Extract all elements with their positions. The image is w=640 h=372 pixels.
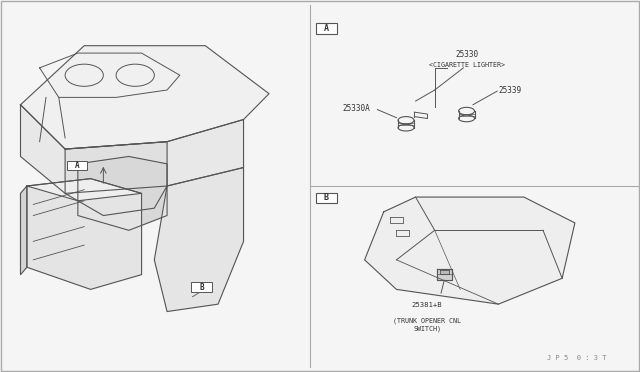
- Polygon shape: [440, 270, 449, 273]
- Text: A: A: [324, 24, 329, 33]
- Polygon shape: [27, 179, 141, 289]
- FancyBboxPatch shape: [316, 193, 337, 203]
- FancyBboxPatch shape: [67, 161, 88, 170]
- Text: 25381+B: 25381+B: [412, 302, 442, 308]
- Polygon shape: [20, 186, 27, 275]
- Text: B: B: [199, 283, 204, 292]
- Text: A: A: [75, 161, 79, 170]
- Text: 25339: 25339: [499, 86, 522, 94]
- Polygon shape: [436, 269, 452, 280]
- Polygon shape: [65, 142, 167, 215]
- Polygon shape: [27, 179, 141, 201]
- Text: J P 5  0 : 3 T: J P 5 0 : 3 T: [547, 355, 607, 361]
- Polygon shape: [20, 46, 269, 149]
- Polygon shape: [154, 167, 244, 311]
- Polygon shape: [20, 105, 244, 193]
- Text: 25330A: 25330A: [342, 104, 370, 113]
- FancyBboxPatch shape: [191, 282, 212, 292]
- Text: <CIGARETTE LIGHTER>: <CIGARETTE LIGHTER>: [429, 62, 504, 68]
- Text: B: B: [324, 193, 329, 202]
- Text: (TRUNK OPENER CNL
SWITCH): (TRUNK OPENER CNL SWITCH): [393, 317, 461, 332]
- FancyBboxPatch shape: [316, 23, 337, 33]
- Polygon shape: [365, 197, 575, 304]
- Text: 25330: 25330: [455, 51, 478, 60]
- Polygon shape: [78, 157, 167, 230]
